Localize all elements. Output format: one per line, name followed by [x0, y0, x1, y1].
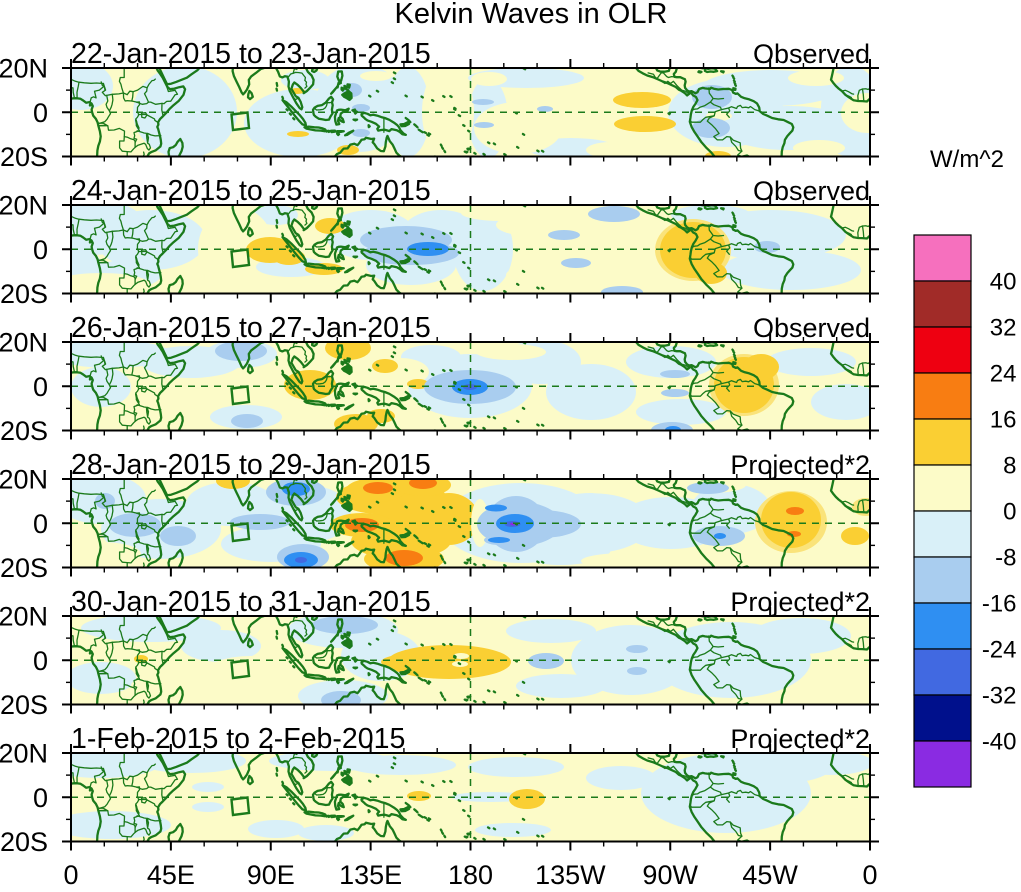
svg-text:20S: 20S [0, 416, 48, 446]
svg-text:180: 180 [448, 860, 493, 887]
svg-text:30-Jan-2015 to 31-Jan-2015: 30-Jan-2015 to 31-Jan-2015 [71, 586, 431, 618]
svg-text:1-Feb-2015 to 2-Feb-2015: 1-Feb-2015 to 2-Feb-2015 [71, 723, 405, 755]
svg-text:-8: -8 [995, 545, 1016, 572]
svg-text:Observed: Observed [753, 39, 870, 69]
svg-text:20N: 20N [0, 328, 48, 358]
svg-text:20N: 20N [0, 602, 48, 632]
svg-text:8: 8 [1003, 453, 1016, 480]
svg-text:0: 0 [33, 783, 48, 813]
svg-text:45E: 45E [147, 860, 195, 887]
svg-text:-24: -24 [982, 637, 1017, 664]
svg-text:16: 16 [990, 407, 1017, 434]
svg-text:20S: 20S [0, 827, 48, 857]
svg-text:0: 0 [862, 860, 877, 887]
svg-text:22-Jan-2015 to 23-Jan-2015: 22-Jan-2015 to 23-Jan-2015 [71, 38, 431, 70]
svg-text:20S: 20S [0, 142, 48, 172]
svg-text:0: 0 [33, 235, 48, 265]
svg-text:20N: 20N [0, 739, 48, 769]
svg-text:Observed: Observed [753, 313, 870, 343]
svg-text:Observed: Observed [753, 176, 870, 206]
svg-text:45W: 45W [742, 860, 798, 887]
svg-text:-16: -16 [982, 591, 1017, 618]
svg-text:Kelvin Waves in OLR: Kelvin Waves in OLR [395, 0, 668, 30]
svg-text:Projected*2: Projected*2 [730, 450, 870, 480]
svg-text:24: 24 [990, 361, 1017, 388]
svg-text:0: 0 [33, 98, 48, 128]
svg-text:90E: 90E [247, 860, 295, 887]
svg-text:28-Jan-2015 to 29-Jan-2015: 28-Jan-2015 to 29-Jan-2015 [71, 449, 431, 481]
svg-text:26-Jan-2015 to 27-Jan-2015: 26-Jan-2015 to 27-Jan-2015 [71, 312, 431, 344]
svg-text:W/m^2: W/m^2 [930, 146, 1004, 173]
svg-text:-32: -32 [982, 683, 1017, 710]
svg-text:40: 40 [990, 269, 1017, 296]
svg-text:20N: 20N [0, 191, 48, 221]
svg-text:Projected*2: Projected*2 [730, 724, 870, 754]
svg-text:0: 0 [1003, 499, 1016, 526]
svg-text:0: 0 [33, 646, 48, 676]
svg-text:90W: 90W [642, 860, 698, 887]
svg-text:32: 32 [990, 315, 1017, 342]
svg-text:0: 0 [63, 860, 78, 887]
svg-text:Projected*2: Projected*2 [730, 587, 870, 617]
svg-text:24-Jan-2015 to 25-Jan-2015: 24-Jan-2015 to 25-Jan-2015 [71, 175, 431, 207]
svg-text:20N: 20N [0, 54, 48, 84]
svg-text:-40: -40 [982, 729, 1017, 756]
svg-text:20S: 20S [0, 690, 48, 720]
svg-text:135W: 135W [535, 860, 606, 887]
svg-text:135E: 135E [339, 860, 402, 887]
svg-text:20S: 20S [0, 553, 48, 583]
svg-text:20N: 20N [0, 465, 48, 495]
svg-text:0: 0 [33, 509, 48, 539]
svg-text:20S: 20S [0, 279, 48, 309]
svg-text:0: 0 [33, 372, 48, 402]
